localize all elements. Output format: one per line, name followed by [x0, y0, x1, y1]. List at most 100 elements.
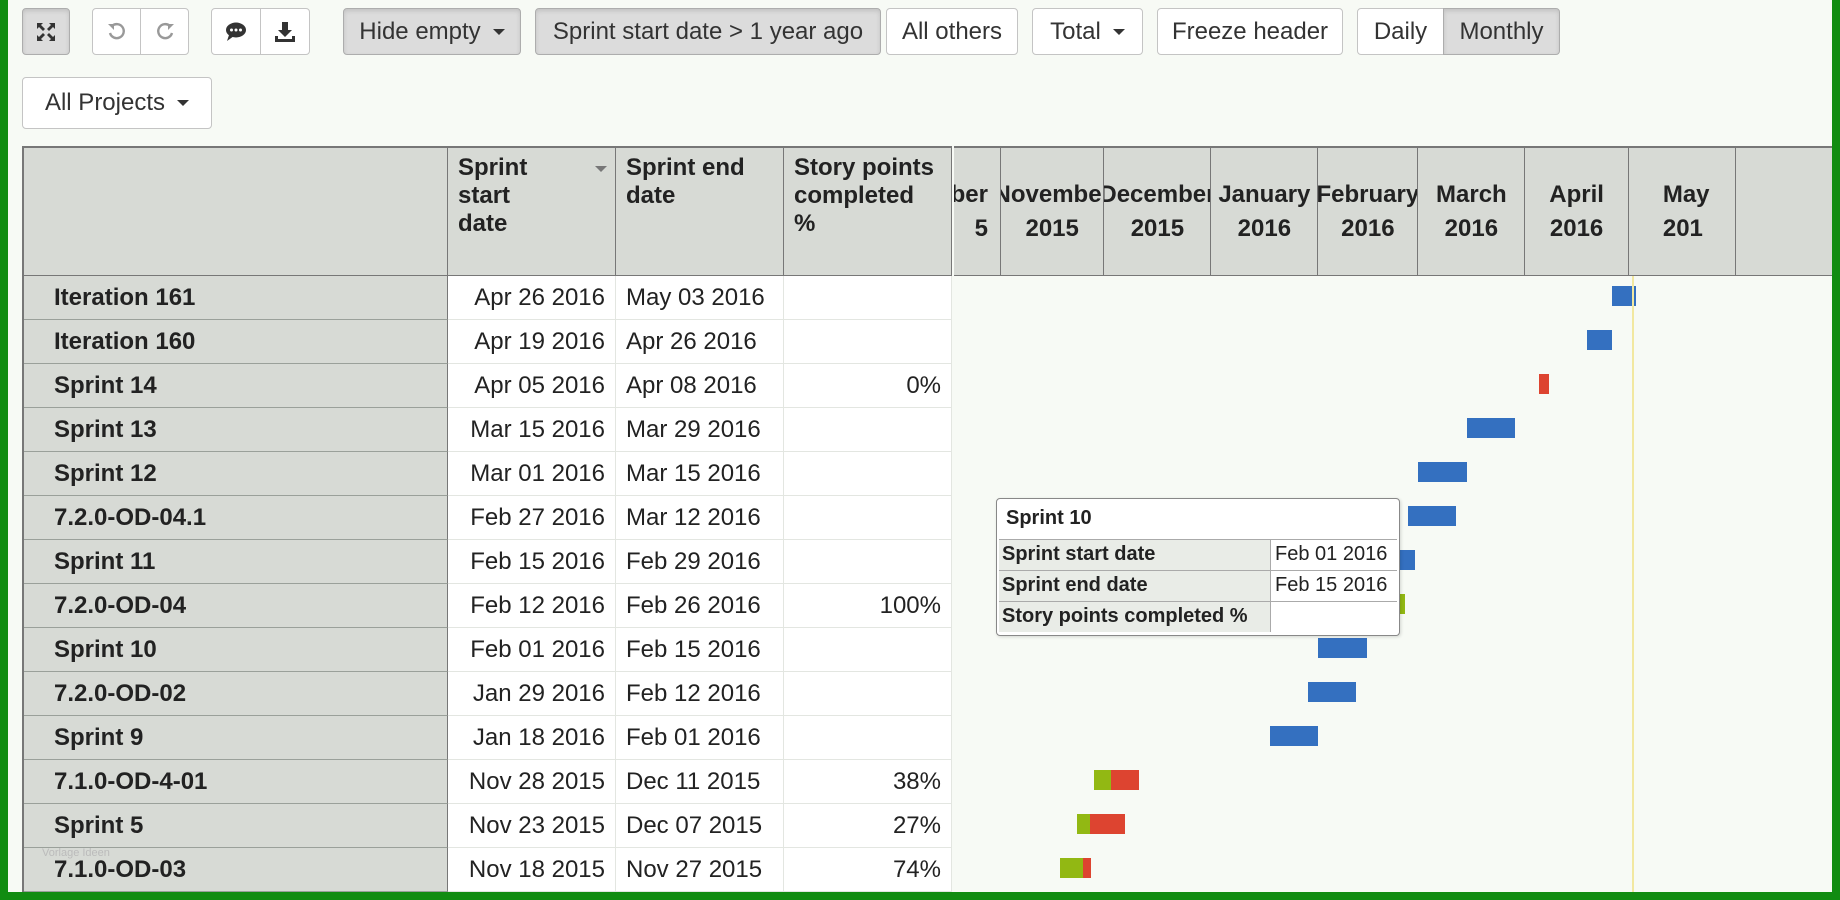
all-others-button[interactable]: All others	[886, 8, 1018, 55]
cell-story-points-completed	[784, 628, 952, 672]
timeline-month-name: May	[1662, 181, 1710, 208]
gantt-bar-remaining[interactable]	[1082, 858, 1091, 878]
undo-button[interactable]	[92, 8, 141, 55]
watermark: Vorlage Ideen	[42, 847, 110, 859]
gantt-bar-remaining[interactable]	[1111, 770, 1139, 790]
cell-sprint-start-date: Mar 01 2016	[448, 452, 616, 496]
hide-empty-dropdown[interactable]: Hide empty	[343, 8, 521, 55]
row-header[interactable]: Sprint 12	[24, 452, 448, 496]
freeze-header-label: Freeze header	[1171, 17, 1329, 45]
gantt-bar-completed[interactable]	[1059, 858, 1083, 878]
download-button[interactable]	[260, 8, 310, 55]
total-dropdown[interactable]: Total	[1032, 8, 1143, 55]
timeline-month-year: 201	[1662, 215, 1703, 242]
gantt-bar[interactable]	[1418, 462, 1467, 482]
column-header-story-points-completed[interactable]: Story points completed %	[784, 148, 952, 276]
cell-sprint-start-date: Mar 15 2016	[448, 408, 616, 452]
gantt-bar-completed[interactable]	[1094, 770, 1112, 790]
monthly-button[interactable]: Monthly	[1443, 8, 1560, 55]
cell-sprint-end-date: Feb 26 2016	[616, 584, 784, 628]
timeline-month-year: 2015	[1025, 215, 1079, 242]
all-projects-dropdown[interactable]: All Projects	[22, 77, 212, 129]
timeline-month-year: 2016	[1549, 215, 1604, 242]
row-header[interactable]: 7.2.0-OD-02	[24, 672, 448, 716]
tooltip-row: Sprint end date Feb 15 2016	[999, 570, 1397, 601]
row-header[interactable]: Iteration 160	[24, 320, 448, 364]
cell-sprint-end-date: Mar 29 2016	[616, 408, 784, 452]
freeze-header-button[interactable]: Freeze header	[1157, 8, 1343, 55]
comment-button[interactable]	[211, 8, 261, 55]
redo-button[interactable]	[140, 8, 189, 55]
row-header[interactable]: 7.1.0-OD-03	[24, 848, 448, 892]
fullscreen-button[interactable]	[22, 8, 70, 55]
comment-icon	[224, 21, 248, 43]
gantt-bar[interactable]	[1408, 506, 1457, 526]
cell-sprint-end-date: Mar 12 2016	[616, 496, 784, 540]
cell-sprint-end-date: Feb 12 2016	[616, 672, 784, 716]
timeline-month-year: 2016	[1444, 215, 1499, 242]
sprint-start-filter-button[interactable]: Sprint start date > 1 year ago	[535, 8, 881, 55]
cell-sprint-start-date: Apr 26 2016	[448, 276, 616, 320]
daily-button[interactable]: Daily	[1357, 8, 1444, 55]
timeline-month-name: March	[1436, 181, 1507, 208]
row-header[interactable]: Sprint 11	[24, 540, 448, 584]
row-header[interactable]: Sprint 10	[24, 628, 448, 672]
all-projects-label: All Projects	[44, 89, 166, 116]
gantt-bar-completed[interactable]	[1076, 814, 1090, 834]
cell-story-points-completed: 38%	[784, 760, 952, 804]
tooltip-row: Sprint start date Feb 01 2016	[999, 539, 1397, 570]
timeline-month: December 2015	[1104, 148, 1212, 276]
gantt-bar-remaining[interactable]	[1089, 814, 1126, 834]
cell-story-points-completed	[784, 452, 952, 496]
row-header[interactable]: Sprint 13	[24, 408, 448, 452]
sort-down-icon[interactable]	[595, 166, 607, 172]
column-header-sprint-start-date[interactable]: Sprint start date	[448, 148, 616, 276]
timeline-month-year: 2015	[1130, 215, 1185, 242]
cell-story-points-completed	[784, 276, 952, 320]
timeline-month-name: November	[1001, 181, 1104, 208]
gantt-bar[interactable]	[1466, 418, 1515, 438]
download-icon	[274, 21, 296, 43]
total-label: Total	[1050, 17, 1101, 45]
cell-sprint-end-date: Feb 15 2016	[616, 628, 784, 672]
column-header-label: Story points completed %	[794, 154, 935, 237]
timeline-header: ber5November2015December2015January2016F…	[954, 146, 1832, 276]
tooltip-value	[1271, 602, 1397, 632]
cell-sprint-start-date: Feb 01 2016	[448, 628, 616, 672]
gantt-bar[interactable]	[1270, 726, 1319, 746]
cell-sprint-start-date: Feb 27 2016	[448, 496, 616, 540]
timeline-month-name: January	[1218, 181, 1311, 208]
timeline-month: ber 5	[954, 148, 1001, 276]
daily-label: Daily	[1373, 17, 1428, 45]
row-header[interactable]: Sprint 5	[24, 804, 448, 848]
timeline-month: April 2016	[1525, 148, 1629, 276]
row-header[interactable]: 7.2.0-OD-04.1	[24, 496, 448, 540]
chevron-down-icon	[492, 28, 505, 35]
tooltip-title: Sprint 10	[1006, 507, 1092, 529]
cell-sprint-end-date: Feb 29 2016	[616, 540, 784, 584]
cell-story-points-completed	[784, 320, 952, 364]
cell-sprint-start-date: Nov 18 2015	[448, 848, 616, 892]
cell-story-points-completed	[784, 408, 952, 452]
column-header-sprint-end-date[interactable]: Sprint end date	[616, 148, 784, 276]
cell-sprint-end-date: May 03 2016	[616, 276, 784, 320]
gantt-bar[interactable]	[1611, 286, 1636, 306]
row-header[interactable]: Sprint 9	[24, 716, 448, 760]
gantt-bar-remaining[interactable]	[1539, 374, 1550, 394]
cell-sprint-end-date: Mar 15 2016	[616, 452, 784, 496]
gantt-bar[interactable]	[1318, 638, 1367, 658]
cell-sprint-end-date: Feb 01 2016	[616, 716, 784, 760]
gantt-bar[interactable]	[1308, 682, 1357, 702]
gantt-bar[interactable]	[1587, 330, 1612, 350]
timeline-month-name: ber	[954, 181, 988, 208]
monthly-label: Monthly	[1459, 17, 1544, 45]
row-header[interactable]: 7.2.0-OD-04	[24, 584, 448, 628]
row-header[interactable]: Iteration 161	[24, 276, 448, 320]
cell-sprint-start-date: Apr 05 2016	[448, 364, 616, 408]
report-table: Sprint start date Sprint end date Story …	[22, 146, 952, 892]
cell-sprint-start-date: Nov 23 2015	[448, 804, 616, 848]
timeline-month: January 2016	[1211, 148, 1319, 276]
row-header[interactable]: Sprint 14	[24, 364, 448, 408]
timeline-month: November 2015	[1001, 148, 1105, 276]
row-header[interactable]: 7.1.0-OD-4-01	[24, 760, 448, 804]
